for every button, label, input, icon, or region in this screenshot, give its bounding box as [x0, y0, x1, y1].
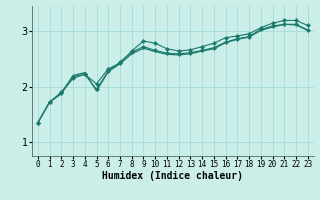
X-axis label: Humidex (Indice chaleur): Humidex (Indice chaleur) [102, 171, 243, 181]
